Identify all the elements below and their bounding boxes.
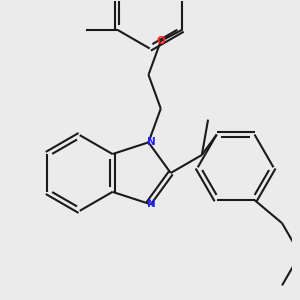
Text: O: O [156, 36, 165, 46]
Text: N: N [148, 199, 156, 209]
Text: N: N [148, 137, 156, 147]
